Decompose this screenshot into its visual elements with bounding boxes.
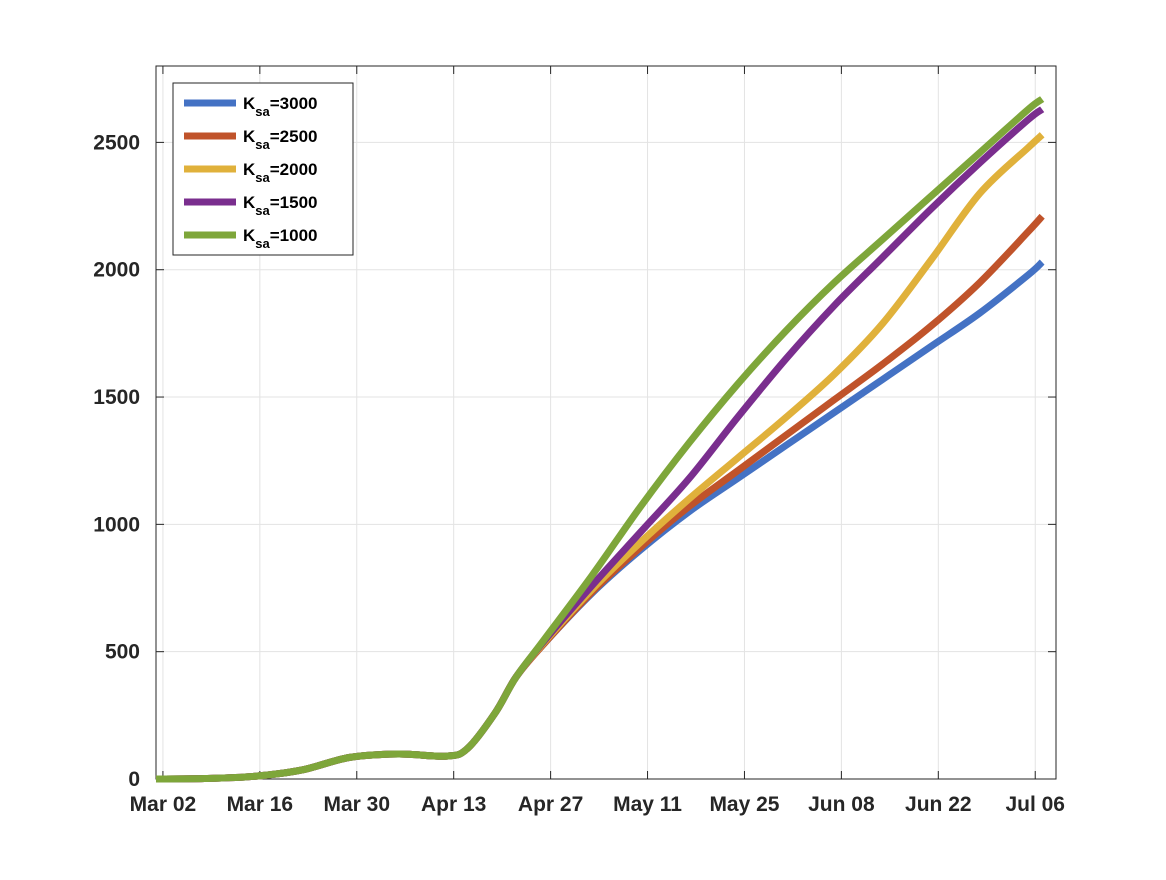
y-tick-label: 500 (105, 641, 140, 664)
legend-symbol: K (243, 94, 256, 113)
x-tick-label: Mar 02 (130, 793, 197, 816)
legend-label: Ksa=1500 (243, 193, 318, 218)
legend-symbol: K (243, 226, 256, 245)
series-line-1000 (155, 96, 1045, 783)
legend-label: Ksa=3000 (243, 94, 318, 119)
x-tick-label: Jun 08 (808, 793, 875, 816)
legend-value: =3000 (270, 94, 318, 113)
y-tick-label: 1000 (93, 513, 140, 536)
legend-subscript: sa (255, 236, 270, 251)
legend-value: =1500 (270, 193, 318, 212)
x-tick-label: May 11 (613, 793, 682, 816)
x-tick-label: Apr 27 (518, 793, 583, 816)
y-tick-label: 0 (128, 768, 140, 791)
x-tick-label: Jun 22 (905, 793, 972, 816)
legend-value: =1000 (270, 226, 318, 245)
legend-subscript: sa (255, 170, 270, 185)
series-lines (155, 96, 1045, 783)
y-axis: 0 500 1000 1500 2000 2500 (93, 131, 1056, 791)
legend-item-3000: Ksa=3000 (184, 94, 318, 119)
legend-subscript: sa (255, 137, 270, 152)
legend-symbol: K (243, 127, 256, 146)
legend-subscript: sa (255, 203, 270, 218)
legend-subscript: sa (255, 104, 270, 119)
legend-symbol: K (243, 193, 256, 212)
legend-item-1500: Ksa=1500 (184, 193, 318, 218)
legend-item-1000: Ksa=1000 (184, 226, 318, 251)
x-axis: Mar 02 Mar 16 Mar 30 Apr 13 Apr 27 May 11 May … (130, 66, 1065, 816)
legend-item-2500: Ksa=2500 (184, 127, 318, 152)
legend-symbol: K (243, 160, 256, 179)
x-tick-label: Apr 13 (421, 793, 486, 816)
legend-value: =2500 (270, 127, 318, 146)
y-tick-label: 1500 (93, 386, 140, 409)
legend-label: Ksa=2000 (243, 160, 318, 185)
x-tick-label: Mar 30 (323, 793, 390, 816)
x-tick-label: Jul 06 (1005, 793, 1065, 816)
legend-label: Ksa=1000 (243, 226, 318, 251)
legend-value: =2000 (270, 160, 318, 179)
x-tick-label: Mar 16 (227, 793, 294, 816)
y-tick-label: 2500 (93, 131, 140, 154)
y-tick-label: 2000 (93, 259, 140, 282)
legend-item-2000: Ksa=2000 (184, 160, 318, 185)
x-tick-label: May 25 (709, 793, 779, 816)
legend-label: Ksa=2500 (243, 127, 318, 152)
axes-box (155, 65, 1057, 780)
